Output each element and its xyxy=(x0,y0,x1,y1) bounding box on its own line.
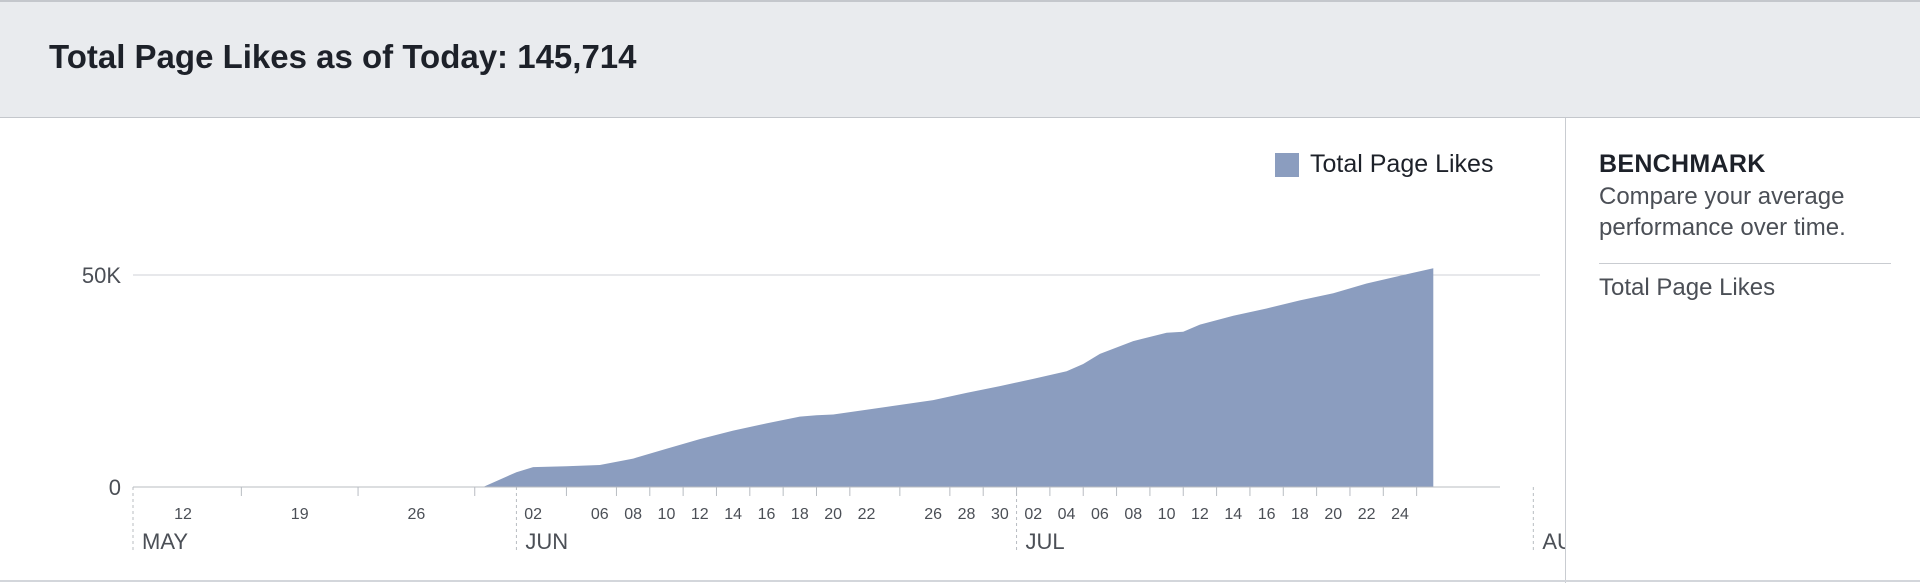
month-label: JUN xyxy=(525,529,568,554)
x-tick-label: 02 xyxy=(1024,506,1042,523)
benchmark-item-total-page-likes[interactable]: Total Page Likes xyxy=(1599,274,1776,301)
total-page-likes-chart: 0 50K 12 19 26 02 06 08 10 12 14 16 18 20 22 26 28 30 02 04… xyxy=(82,263,1565,554)
x-tick-label: 20 xyxy=(1324,506,1342,523)
x-tick-label: 06 xyxy=(1091,506,1109,523)
month-label: JUL xyxy=(1026,529,1065,554)
x-tick-label: 24 xyxy=(1391,506,1409,523)
month-label: AUG xyxy=(1542,529,1565,554)
series-area xyxy=(483,268,1434,487)
x-tick-label: 12 xyxy=(1191,506,1209,523)
x-tick-label: 18 xyxy=(791,506,809,523)
y-tick-label: 50K xyxy=(82,263,121,288)
month-label: MAY xyxy=(142,529,188,554)
x-tick-label: 08 xyxy=(1124,506,1142,523)
page-header: Total Page Likes as of Today: 145,714 xyxy=(0,0,1920,118)
x-tick-label: 22 xyxy=(858,506,876,523)
x-tick-label: 18 xyxy=(1291,506,1309,523)
benchmark-separator xyxy=(1599,263,1891,264)
chart-legend[interactable]: Total Page Likes xyxy=(1275,150,1493,179)
benchmark-title: BENCHMARK xyxy=(1599,150,1766,178)
benchmark-description: Compare your average performance over ti… xyxy=(1599,183,1846,241)
page-title: Total Page Likes as of Today: 145,714 xyxy=(49,38,637,75)
x-tick-label: 08 xyxy=(624,506,642,523)
x-tick-label: 02 xyxy=(524,506,542,523)
x-tick-label: 26 xyxy=(924,506,942,523)
benchmark-panel: BENCHMARK Compare your average performan… xyxy=(1599,150,1899,302)
chart-panel: 0 50K 12 19 26 02 06 08 10 12 14 16 18 20 22 26 28 30 02 04… xyxy=(0,118,1565,580)
x-tick-label: 20 xyxy=(824,506,842,523)
x-tick-label: 12 xyxy=(174,506,192,523)
legend-label: Total Page Likes xyxy=(1310,150,1494,178)
x-tick-label: 14 xyxy=(724,506,742,523)
x-tick-label: 10 xyxy=(658,506,676,523)
x-tick-label: 16 xyxy=(758,506,776,523)
x-tick-label: 04 xyxy=(1058,506,1076,523)
x-tick-label: 19 xyxy=(291,506,309,523)
x-tick-label: 10 xyxy=(1158,506,1176,523)
y-tick-label: 0 xyxy=(109,475,121,500)
x-tick-label: 26 xyxy=(408,506,426,523)
x-tick-label: 22 xyxy=(1358,506,1376,523)
x-tick-label: 12 xyxy=(691,506,709,523)
panel-divider xyxy=(1565,118,1566,583)
bottom-border xyxy=(0,580,1920,582)
x-tick-label: 30 xyxy=(991,506,1009,523)
x-tick-label: 16 xyxy=(1258,506,1276,523)
x-tick-label: 06 xyxy=(591,506,609,523)
x-tick-label: 14 xyxy=(1224,506,1242,523)
x-tick-label: 28 xyxy=(958,506,976,523)
legend-swatch xyxy=(1275,152,1299,177)
